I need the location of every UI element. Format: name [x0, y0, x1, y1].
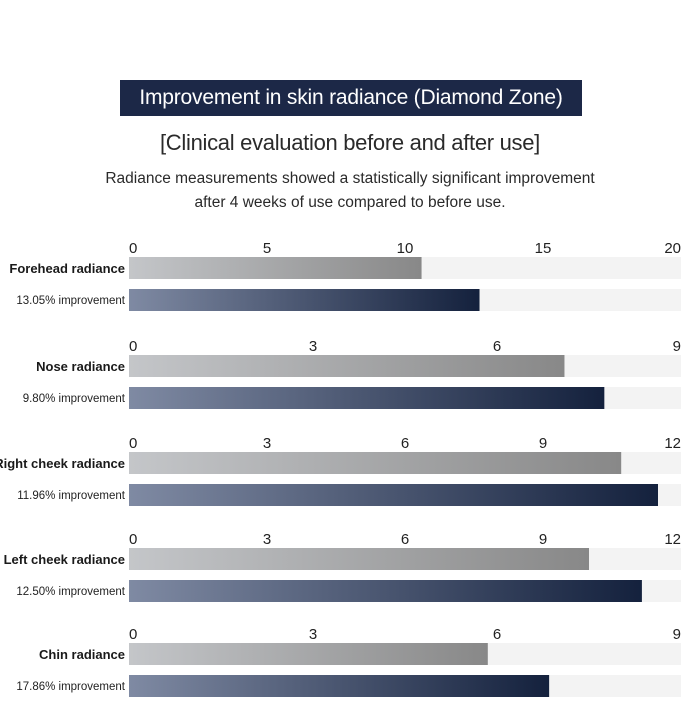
- description-line-1: Radiance measurements showed a statistic…: [105, 170, 595, 187]
- tick-label: 3: [309, 626, 317, 643]
- tick-label: 6: [401, 435, 409, 452]
- chart-title: Improvement in skin radiance (Diamond Zo…: [120, 80, 582, 116]
- chart-description: Radiance measurements showed a statistic…: [0, 167, 700, 215]
- tick-label: 0: [129, 240, 137, 257]
- tick-label: 12: [664, 435, 681, 452]
- bar-after: [129, 675, 550, 697]
- description-line-2: after 4 weeks of use compared to before …: [194, 194, 506, 211]
- metric-label: Chin radiance: [39, 647, 125, 662]
- tick-label: 9: [539, 531, 547, 548]
- tick-label: 6: [493, 338, 501, 355]
- bar-after: [129, 387, 605, 409]
- tick-label: 0: [129, 531, 137, 548]
- chart-group-2: 0 3 6 9 Nose radiance 9.80% improvement: [23, 338, 681, 409]
- tick-label: 10: [397, 240, 414, 257]
- bar-before: [129, 257, 422, 279]
- metric-label: Nose radiance: [36, 359, 125, 374]
- chart-group-4: 0 3 6 9 12 Left cheek radiance 12.50% improvem…: [4, 531, 681, 602]
- chart-group-1: 0 5 10 15 20 Forehead radiance 13.05% improvem…: [9, 240, 681, 311]
- tick-label: 12: [664, 531, 681, 548]
- tick-label: 20: [664, 240, 681, 257]
- tick-label: 9: [539, 435, 547, 452]
- improvement-label: 12.50% improvement: [16, 586, 125, 598]
- tick-label: 0: [129, 626, 137, 643]
- tick-label: 9: [673, 626, 681, 643]
- chart-subtitle: [Clinical evaluation before and after us…: [160, 130, 540, 155]
- tick-label: 5: [263, 240, 271, 257]
- bar-after: [129, 580, 642, 602]
- bar-before: [129, 548, 589, 570]
- tick-label: 3: [263, 531, 271, 548]
- tick-label: 6: [401, 531, 409, 548]
- tick-label: 6: [493, 626, 501, 643]
- bar-after: [129, 289, 480, 311]
- chart-group-5: 0 3 6 9 Chin radiance 17.86% improvement: [16, 626, 681, 697]
- bar-before: [129, 643, 488, 665]
- metric-label: Right cheek radiance: [0, 456, 125, 471]
- tick-label: 0: [129, 338, 137, 355]
- tick-label: 9: [673, 338, 681, 355]
- tick-label: 0: [129, 435, 137, 452]
- tick-label: 3: [263, 435, 271, 452]
- chart-group-3: 0 3 6 9 12 Right cheek radiance 11.96% improve…: [0, 435, 681, 506]
- tick-label: 3: [309, 338, 317, 355]
- tick-label: 15: [535, 240, 552, 257]
- metric-label: Forehead radiance: [9, 261, 125, 276]
- improvement-label: 13.05% improvement: [16, 295, 125, 307]
- improvement-label: 9.80% improvement: [23, 393, 126, 405]
- bar-after: [129, 484, 658, 506]
- metric-label: Left cheek radiance: [4, 552, 125, 567]
- bar-before: [129, 355, 565, 377]
- bar-before: [129, 452, 622, 474]
- improvement-label: 17.86% improvement: [16, 681, 125, 693]
- improvement-label: 11.96% improvement: [17, 490, 126, 502]
